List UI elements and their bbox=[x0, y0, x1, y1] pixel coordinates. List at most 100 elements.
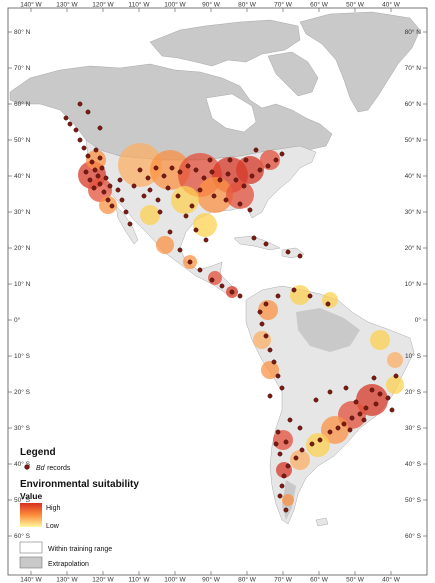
hudson-bay bbox=[205, 93, 257, 133]
suitability-patch bbox=[282, 494, 294, 506]
left-lat-label: 10° S bbox=[14, 352, 31, 360]
bd-record-dot bbox=[103, 175, 109, 181]
bd-record-dot bbox=[349, 415, 355, 421]
bd-record-dot bbox=[259, 321, 265, 327]
bd-record-dot bbox=[279, 483, 285, 489]
bd-record-dot bbox=[165, 185, 171, 191]
bd-record-dot bbox=[187, 259, 193, 265]
bd-record-dot bbox=[273, 441, 279, 447]
record-dot-icon bbox=[24, 464, 30, 470]
bd-record-dot bbox=[97, 125, 103, 131]
bd-record-dot bbox=[229, 289, 235, 295]
right-lat-label: 60° S bbox=[405, 532, 422, 540]
bd-record-dot bbox=[167, 229, 173, 235]
left-lat-label: 30° S bbox=[14, 424, 31, 432]
bd-record-dot bbox=[263, 301, 269, 307]
bd-record-dot bbox=[361, 417, 367, 423]
bd-record-dot bbox=[265, 163, 271, 169]
suitability-patch bbox=[99, 196, 117, 214]
within-range-swatch bbox=[19, 541, 43, 554]
bd-record-dot bbox=[327, 389, 333, 395]
bd-record-dot bbox=[357, 411, 363, 417]
bd-record-dot bbox=[251, 235, 257, 241]
bottom-lon-label: 120° W bbox=[92, 576, 114, 583]
legend-records-label: records bbox=[47, 465, 71, 472]
greenland bbox=[299, 11, 421, 113]
bd-record-dot bbox=[385, 395, 391, 401]
top-lon-label: 100° W bbox=[164, 1, 186, 9]
bd-record-dot bbox=[335, 425, 341, 431]
bd-record-dot bbox=[137, 167, 143, 173]
bd-record-dot bbox=[281, 473, 287, 479]
bd-record-dot bbox=[275, 293, 281, 299]
baja-california bbox=[115, 205, 139, 245]
left-lat-label: 50° S bbox=[14, 496, 31, 504]
bd-record-dot bbox=[285, 463, 291, 469]
right-lat-label: 10° S bbox=[405, 352, 422, 360]
legend-low: Low bbox=[46, 523, 60, 530]
bd-record-dot bbox=[277, 493, 283, 499]
top-lon-label: 140° W bbox=[20, 1, 42, 9]
bd-record-dot bbox=[363, 405, 369, 411]
bd-record-dot bbox=[325, 301, 331, 307]
bd-record-dot bbox=[131, 183, 137, 189]
right-lat-label: 30° S bbox=[405, 424, 422, 432]
suitability-patch bbox=[306, 433, 330, 457]
suitability-patch bbox=[261, 361, 279, 379]
bottom-lon-label: 110° W bbox=[129, 576, 151, 583]
bd-record-dot bbox=[209, 169, 215, 175]
bd-record-dot bbox=[89, 159, 95, 165]
bd-record-dot bbox=[67, 121, 73, 127]
bd-record-dot bbox=[249, 173, 255, 179]
bd-record-dot bbox=[73, 127, 79, 133]
bd-record-dot bbox=[197, 187, 203, 193]
suitability-patch bbox=[260, 150, 280, 170]
top-lon-label: 90° W bbox=[202, 1, 221, 9]
bd-record-dot bbox=[237, 201, 243, 207]
top-lon-label: 40° W bbox=[382, 1, 401, 9]
baffin-island bbox=[267, 51, 319, 97]
bd-record-dot bbox=[237, 293, 243, 299]
bd-record-dot bbox=[177, 169, 183, 175]
legend-value-label: Value bbox=[20, 491, 42, 501]
bd-record-dot bbox=[307, 293, 313, 299]
bd-record-dot bbox=[297, 253, 303, 259]
bd-record-dot bbox=[85, 109, 91, 115]
bd-record-dot bbox=[105, 197, 111, 203]
bd-record-dot bbox=[267, 393, 273, 399]
bd-record-dot bbox=[101, 189, 107, 195]
bd-record-dot bbox=[91, 185, 97, 191]
right-lat-label: 40° S bbox=[405, 460, 422, 468]
suitability-patch bbox=[386, 376, 404, 394]
right-lat-label: 20° N bbox=[405, 244, 422, 252]
bd-record-dot bbox=[183, 213, 189, 219]
bd-record-dot bbox=[177, 247, 183, 253]
left-lat-label: 20° N bbox=[14, 244, 31, 252]
bd-record-dot bbox=[203, 237, 209, 243]
suitability-patch bbox=[208, 271, 222, 285]
left-lat-label: 20° S bbox=[14, 388, 31, 396]
left-lat-label: 60° N bbox=[14, 100, 31, 108]
bd-record-dot bbox=[273, 157, 279, 163]
suitability-patch bbox=[156, 236, 174, 254]
right-lat-label: 70° N bbox=[405, 64, 422, 72]
suitability-gradient bbox=[20, 503, 42, 527]
bottom-lon-label: 140° W bbox=[20, 576, 42, 583]
bd-record-dot bbox=[309, 441, 315, 447]
bd-record-dot bbox=[247, 207, 253, 213]
left-lat-label: 30° N bbox=[14, 208, 31, 216]
left-lat-label: 70° N bbox=[14, 64, 31, 72]
bd-record-dot bbox=[293, 455, 299, 461]
legend-records: Bd records bbox=[36, 465, 71, 472]
bd-record-dot bbox=[263, 333, 269, 339]
bd-record-dot bbox=[123, 209, 129, 215]
bd-record-dot bbox=[271, 359, 277, 365]
bd-record-dot bbox=[109, 203, 115, 209]
bd-record-dot bbox=[119, 197, 125, 203]
bd-record-dot bbox=[227, 157, 233, 163]
bd-record-dot bbox=[341, 421, 347, 427]
bd-record-dots bbox=[63, 101, 399, 513]
suitability-patch bbox=[226, 181, 254, 209]
bd-record-dot bbox=[373, 401, 379, 407]
bd-record-dot bbox=[233, 177, 239, 183]
